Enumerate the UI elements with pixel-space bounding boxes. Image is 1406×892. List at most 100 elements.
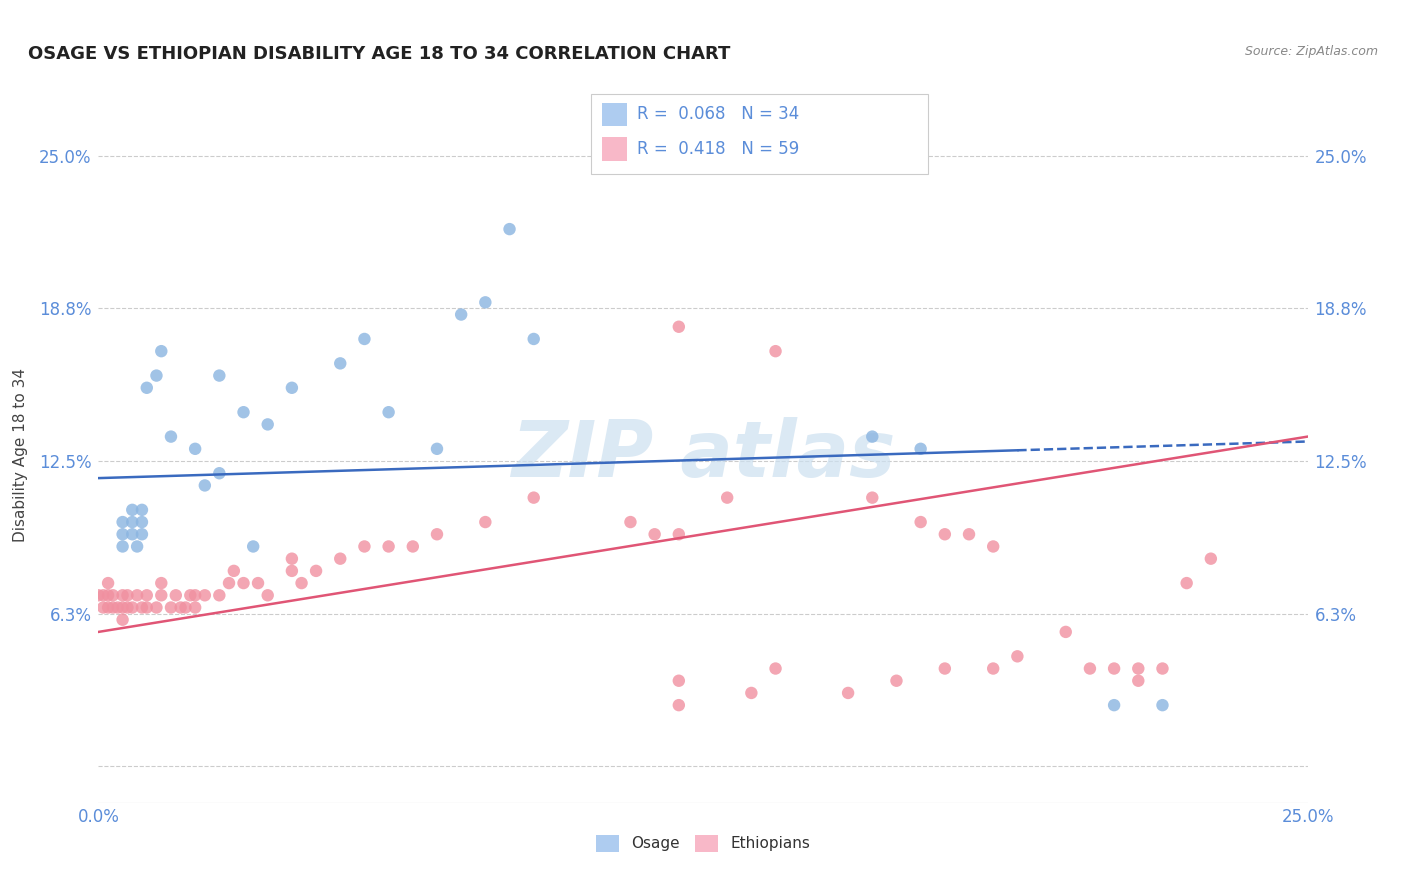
Point xyxy=(184,588,207,602)
Point xyxy=(644,527,666,541)
Point xyxy=(981,540,1004,554)
Point xyxy=(131,600,153,615)
Point xyxy=(97,576,120,591)
Point xyxy=(218,576,240,591)
Point xyxy=(135,600,157,615)
Legend: Osage, Ethiopians: Osage, Ethiopians xyxy=(591,829,815,858)
Point xyxy=(1078,661,1101,675)
Point xyxy=(474,295,496,310)
Point xyxy=(117,588,139,602)
Point xyxy=(1054,624,1077,639)
Point xyxy=(208,467,231,481)
Point xyxy=(184,442,207,456)
Text: OSAGE VS ETHIOPIAN DISABILITY AGE 18 TO 34 CORRELATION CHART: OSAGE VS ETHIOPIAN DISABILITY AGE 18 TO … xyxy=(28,45,731,62)
Point xyxy=(668,319,690,334)
Point xyxy=(127,540,149,554)
Point xyxy=(474,515,496,529)
Point xyxy=(131,527,153,541)
Point xyxy=(174,600,197,615)
Point xyxy=(145,368,167,383)
Point xyxy=(131,503,153,517)
Point xyxy=(150,588,173,602)
Point xyxy=(169,600,191,615)
Point xyxy=(121,515,143,529)
Point xyxy=(426,442,449,456)
Point xyxy=(135,588,157,602)
Point xyxy=(121,600,143,615)
Y-axis label: Disability Age 18 to 34: Disability Age 18 to 34 xyxy=(13,368,28,542)
Point xyxy=(353,332,375,346)
Point xyxy=(402,540,425,554)
Point xyxy=(160,429,183,443)
Point xyxy=(101,600,124,615)
Point xyxy=(87,588,110,602)
Point xyxy=(498,222,520,236)
Point xyxy=(121,503,143,517)
Point xyxy=(523,491,546,505)
Point xyxy=(135,381,157,395)
Point xyxy=(1007,649,1029,664)
Point xyxy=(957,527,980,541)
Point xyxy=(765,344,787,359)
Text: Source: ZipAtlas.com: Source: ZipAtlas.com xyxy=(1244,45,1378,58)
Point xyxy=(165,588,187,602)
Point xyxy=(222,564,245,578)
Point xyxy=(281,381,304,395)
Point xyxy=(1199,551,1222,566)
Point xyxy=(290,576,312,591)
Point xyxy=(426,527,449,541)
Point xyxy=(668,673,690,688)
Point xyxy=(101,588,124,602)
Point xyxy=(194,588,217,602)
Point xyxy=(127,588,149,602)
Point xyxy=(886,673,908,688)
Point xyxy=(377,405,399,419)
Point xyxy=(107,600,129,615)
Point xyxy=(160,600,183,615)
Point xyxy=(740,686,762,700)
Point xyxy=(837,686,859,700)
Point xyxy=(1128,661,1150,675)
Point xyxy=(232,405,254,419)
Point xyxy=(329,551,352,566)
Point xyxy=(450,308,472,322)
Text: R =  0.068   N = 34: R = 0.068 N = 34 xyxy=(637,105,799,123)
Text: R =  0.418   N = 59: R = 0.418 N = 59 xyxy=(637,140,799,158)
Point xyxy=(1152,661,1174,675)
Point xyxy=(208,368,231,383)
Point xyxy=(910,442,932,456)
Point xyxy=(97,600,120,615)
Point xyxy=(619,515,641,529)
Point xyxy=(981,661,1004,675)
Point xyxy=(860,491,883,505)
Point xyxy=(121,527,143,541)
Point xyxy=(184,600,207,615)
Point xyxy=(910,515,932,529)
Point xyxy=(111,527,134,541)
Point xyxy=(111,515,134,529)
Point xyxy=(668,698,690,713)
Point xyxy=(111,600,134,615)
Point xyxy=(208,588,231,602)
Point xyxy=(668,527,690,541)
Point xyxy=(242,540,264,554)
Point xyxy=(111,588,134,602)
Point xyxy=(1175,576,1198,591)
Point xyxy=(247,576,270,591)
Point xyxy=(150,576,173,591)
Point xyxy=(111,540,134,554)
Point xyxy=(305,564,328,578)
Point xyxy=(97,588,120,602)
Point xyxy=(353,540,375,554)
Text: ZIP atlas: ZIP atlas xyxy=(510,417,896,493)
Point xyxy=(523,332,546,346)
Point xyxy=(91,600,114,615)
Point xyxy=(111,613,134,627)
Point xyxy=(1102,661,1125,675)
Point xyxy=(145,600,167,615)
Point xyxy=(329,356,352,370)
Point xyxy=(194,478,217,492)
Point xyxy=(860,429,883,443)
Point xyxy=(1128,673,1150,688)
Point xyxy=(256,417,278,432)
